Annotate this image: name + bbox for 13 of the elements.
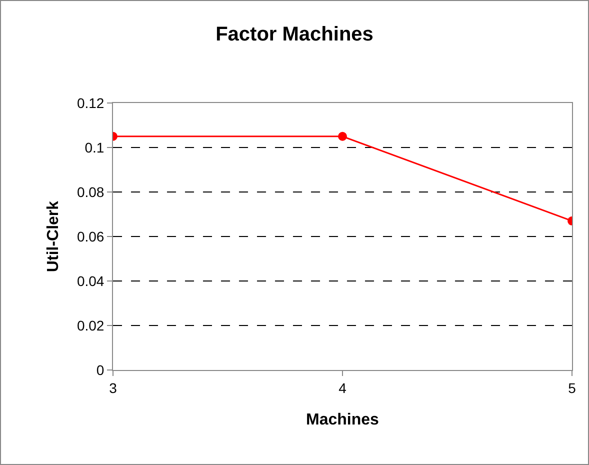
x-axis-title: Machines xyxy=(306,412,380,428)
y-tick-label: 0.12 xyxy=(76,94,104,111)
x-tick-label: 4 xyxy=(338,380,347,396)
y-tick-label: 0.1 xyxy=(84,139,104,156)
y-tick-label: 0.04 xyxy=(76,272,104,289)
y-axis-title: Util-Clerk xyxy=(44,200,62,272)
y-tick-label: 0.08 xyxy=(76,184,104,200)
y-tick-label: 0 xyxy=(96,362,104,378)
x-tick-label: 5 xyxy=(568,380,576,396)
y-tick-label: 0.02 xyxy=(76,317,104,334)
chart-title: Factor Machines xyxy=(216,23,374,46)
x-tick-label: 3 xyxy=(109,380,118,396)
y-tick-label: 0.06 xyxy=(76,228,104,244)
